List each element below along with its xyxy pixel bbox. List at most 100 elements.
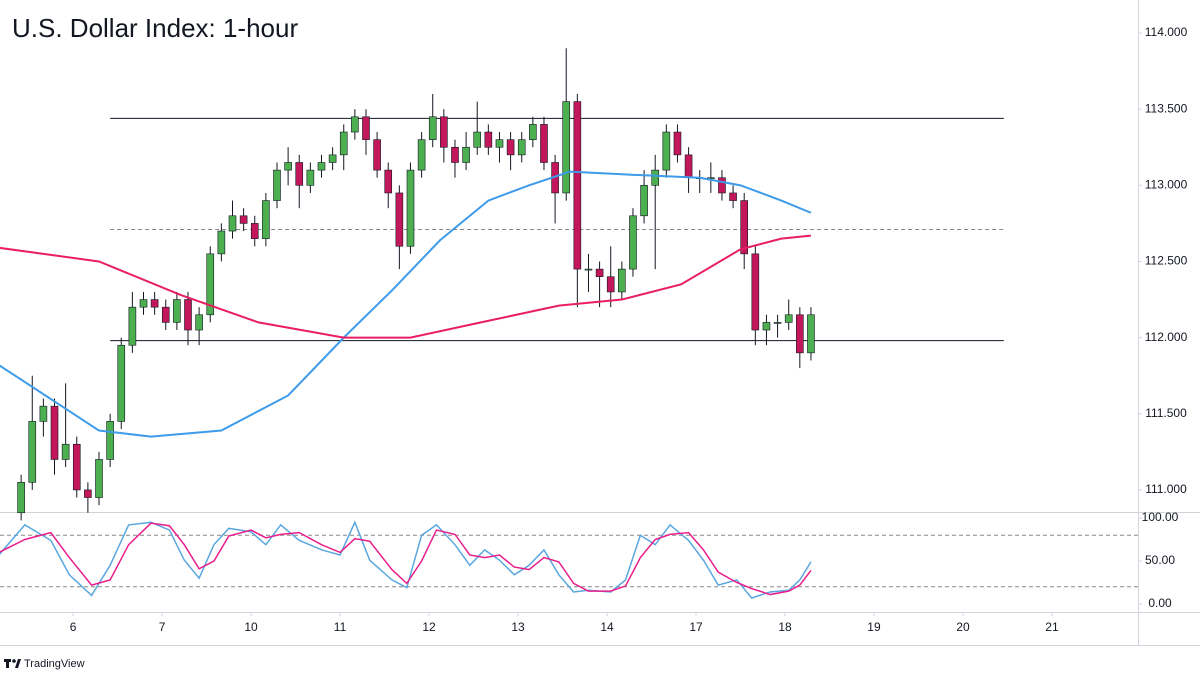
candle-body bbox=[273, 169, 281, 201]
candle-body bbox=[584, 268, 593, 271]
candle-body bbox=[740, 200, 749, 255]
candle-body bbox=[195, 314, 203, 331]
x-tick-label: 11 bbox=[334, 620, 347, 634]
candle-body bbox=[50, 405, 59, 460]
x-tick-label: 13 bbox=[511, 620, 525, 634]
y-tick-label: 111.500 bbox=[1145, 406, 1187, 420]
x-tick-label: 7 bbox=[159, 620, 166, 634]
candle-body bbox=[61, 443, 70, 460]
candle-body bbox=[484, 131, 493, 148]
candle-body bbox=[440, 116, 448, 148]
candle-body bbox=[161, 306, 170, 323]
candle-body bbox=[684, 154, 693, 179]
candle-body bbox=[595, 268, 604, 278]
candle-body bbox=[651, 169, 660, 186]
x-tick-label: 6 bbox=[70, 620, 77, 634]
candle-body bbox=[39, 405, 48, 422]
candle-body bbox=[328, 154, 337, 163]
brand: TradingView bbox=[24, 658, 85, 670]
x-tick-label: 19 bbox=[867, 620, 881, 634]
candle-body bbox=[606, 276, 615, 293]
candle-body bbox=[406, 169, 415, 247]
candle-body bbox=[351, 116, 359, 133]
candle-body bbox=[629, 215, 637, 270]
candle-body bbox=[228, 215, 237, 232]
y-tick-label: 113.000 bbox=[1145, 178, 1188, 192]
y-tick-label: 100.00 bbox=[1142, 510, 1179, 524]
candle-body bbox=[306, 169, 315, 186]
candle-body bbox=[517, 139, 526, 156]
candle-body bbox=[28, 421, 37, 483]
candle-body bbox=[95, 459, 103, 498]
x-tick-label: 12 bbox=[422, 620, 436, 634]
y-tick-label: 112.000 bbox=[1145, 330, 1188, 344]
y-tick-label: 0.00 bbox=[1148, 596, 1172, 610]
candle-body bbox=[462, 146, 470, 163]
chart-title: U.S. Dollar Index: 1-hour bbox=[12, 13, 298, 43]
candle-body bbox=[106, 421, 114, 460]
candle-body bbox=[562, 101, 571, 194]
candle-body bbox=[673, 131, 682, 156]
candle-body bbox=[384, 169, 393, 194]
candle-body bbox=[529, 124, 537, 140]
candle-body bbox=[417, 139, 426, 171]
candle-body bbox=[618, 268, 626, 293]
candle-body bbox=[184, 299, 192, 331]
candle-body bbox=[506, 139, 515, 156]
y-tick-label: 50.00 bbox=[1145, 553, 1175, 567]
candle-body bbox=[128, 306, 137, 346]
candle-body bbox=[362, 116, 370, 140]
candle-body bbox=[217, 230, 226, 255]
candle-body bbox=[451, 146, 459, 163]
y-tick-label: 112.500 bbox=[1145, 254, 1188, 268]
candle-body bbox=[540, 124, 548, 163]
candle-body bbox=[84, 489, 92, 498]
candle-body bbox=[139, 299, 148, 308]
candle-body bbox=[72, 443, 81, 491]
candle-body bbox=[662, 131, 671, 171]
candle-body bbox=[150, 299, 159, 308]
candle-body bbox=[762, 322, 771, 331]
x-tick-label: 20 bbox=[956, 620, 970, 634]
y-tick-label: 114.000 bbox=[1145, 25, 1188, 39]
x-tick-label: 17 bbox=[689, 620, 703, 634]
candle-body bbox=[117, 344, 126, 422]
candle-body bbox=[373, 139, 381, 171]
candle-body bbox=[495, 139, 504, 148]
stochastic-line bbox=[0, 520, 812, 599]
moving-average bbox=[0, 234, 812, 339]
candle-body bbox=[796, 314, 804, 354]
candle-body bbox=[239, 215, 248, 224]
candle-body bbox=[17, 482, 25, 514]
candle-body bbox=[807, 314, 815, 354]
moving-average bbox=[0, 170, 812, 438]
candle-body bbox=[729, 192, 737, 201]
x-tick-label: 10 bbox=[244, 620, 258, 634]
y-tick-label: 113.500 bbox=[1145, 101, 1188, 115]
candle-body bbox=[573, 101, 582, 270]
candle-body bbox=[250, 223, 259, 239]
candle-body bbox=[284, 162, 292, 171]
x-tick-label: 14 bbox=[600, 620, 614, 634]
x-tick-label: 18 bbox=[778, 620, 792, 634]
candle-body bbox=[262, 200, 270, 239]
candle-body bbox=[173, 299, 181, 323]
stochastic-line bbox=[0, 522, 812, 596]
candle-body bbox=[718, 177, 726, 194]
candle-body bbox=[751, 253, 760, 331]
x-tick-label: 21 bbox=[1045, 620, 1059, 634]
candle-body bbox=[773, 322, 782, 324]
candle-body bbox=[339, 131, 348, 156]
candle-body bbox=[428, 116, 437, 140]
logo bbox=[4, 659, 21, 668]
candle-body bbox=[784, 314, 793, 323]
y-tick-label: 111.000 bbox=[1145, 482, 1187, 496]
candle-body bbox=[317, 162, 326, 171]
candle-body bbox=[295, 162, 304, 186]
candle-body bbox=[640, 185, 648, 217]
candle-body bbox=[473, 131, 482, 148]
candle-body bbox=[395, 192, 404, 247]
candle-body bbox=[206, 253, 215, 316]
